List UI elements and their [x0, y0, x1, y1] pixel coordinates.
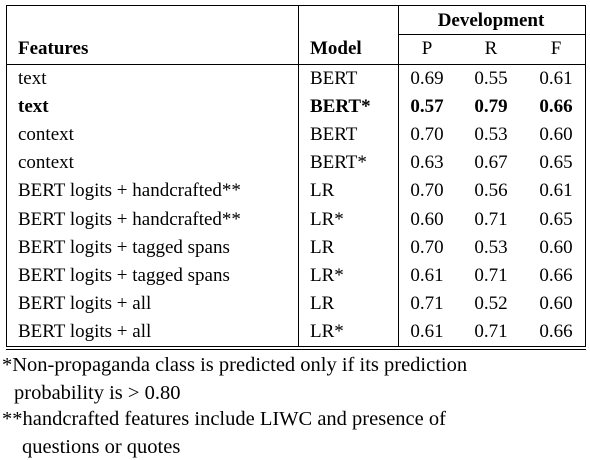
- cell-r: 0.52: [474, 293, 508, 314]
- cell-f: 0.60: [539, 237, 573, 258]
- header-rule: [6, 64, 586, 65]
- cell-r: 0.56: [474, 180, 508, 201]
- cell-f: 0.66: [539, 265, 573, 286]
- cell-features: BERT logits + tagged spans: [18, 237, 230, 258]
- cell-model: BERT: [310, 124, 358, 145]
- group-rule: [398, 34, 586, 35]
- header-p: P: [421, 38, 433, 59]
- cell-r: 0.71: [474, 209, 508, 230]
- cell-r: 0.71: [474, 321, 508, 342]
- cell-features: BERT logits + handcrafted**: [18, 180, 241, 201]
- header-r: R: [484, 38, 498, 59]
- cell-r: 0.53: [474, 237, 508, 258]
- header-model: Model: [310, 38, 362, 59]
- cell-p: 0.61: [410, 321, 444, 342]
- model-divider: [298, 5, 299, 347]
- footnote-1-line-1: *Non-propaganda class is predicted only …: [2, 354, 468, 376]
- cell-f: 0.60: [539, 293, 573, 314]
- cell-f: 0.65: [539, 209, 573, 230]
- cell-p: 0.61: [410, 265, 444, 286]
- cell-features: context: [18, 152, 74, 173]
- cell-r: 0.79: [474, 96, 508, 117]
- cell-features: context: [18, 124, 74, 145]
- cell-f: 0.66: [539, 96, 573, 117]
- cell-features: BERT logits + handcrafted**: [18, 209, 241, 230]
- cell-f: 0.61: [539, 180, 573, 201]
- header-development: Development: [437, 10, 545, 31]
- cell-model: LR: [310, 293, 335, 314]
- cell-p: 0.57: [410, 96, 444, 117]
- cell-r: 0.53: [474, 124, 508, 145]
- right-border: [585, 5, 586, 347]
- left-border: [6, 5, 7, 347]
- cell-f: 0.66: [539, 321, 573, 342]
- metrics-divider: [398, 5, 399, 347]
- cell-p: 0.60: [410, 209, 444, 230]
- cell-p: 0.70: [410, 124, 444, 145]
- footnote-2-line-1: **handcrafted features include LIWC and …: [2, 408, 446, 430]
- cell-p: 0.71: [410, 293, 444, 314]
- footer-rule-2: [6, 349, 586, 350]
- cell-model: BERT*: [310, 96, 371, 117]
- footer-rule-1: [6, 346, 586, 347]
- footnote-2-line-2: questions or quotes: [22, 436, 181, 458]
- cell-model: LR*: [310, 265, 344, 286]
- header-f: F: [550, 38, 562, 59]
- cell-r: 0.55: [474, 68, 508, 89]
- cell-features: BERT logits + all: [18, 293, 152, 314]
- cell-model: LR*: [310, 209, 344, 230]
- cell-model: BERT: [310, 68, 358, 89]
- cell-f: 0.61: [539, 68, 573, 89]
- cell-model: BERT*: [310, 152, 367, 173]
- cell-features: text: [18, 68, 47, 89]
- cell-p: 0.70: [410, 237, 444, 258]
- cell-p: 0.70: [410, 180, 444, 201]
- top-rule: [6, 5, 586, 6]
- cell-p: 0.69: [410, 68, 444, 89]
- cell-f: 0.65: [539, 152, 573, 173]
- cell-model: LR: [310, 237, 335, 258]
- cell-f: 0.60: [539, 124, 573, 145]
- footnote-1-line-2: probability is > 0.80: [14, 382, 181, 404]
- cell-r: 0.71: [474, 265, 508, 286]
- cell-features: BERT logits + tagged spans: [18, 265, 230, 286]
- cell-p: 0.63: [410, 152, 444, 173]
- cell-r: 0.67: [474, 152, 508, 173]
- cell-model: LR*: [310, 321, 344, 342]
- cell-features: BERT logits + all: [18, 321, 152, 342]
- header-features: Features: [18, 38, 89, 59]
- cell-features: text: [18, 96, 49, 117]
- cell-model: LR: [310, 180, 335, 201]
